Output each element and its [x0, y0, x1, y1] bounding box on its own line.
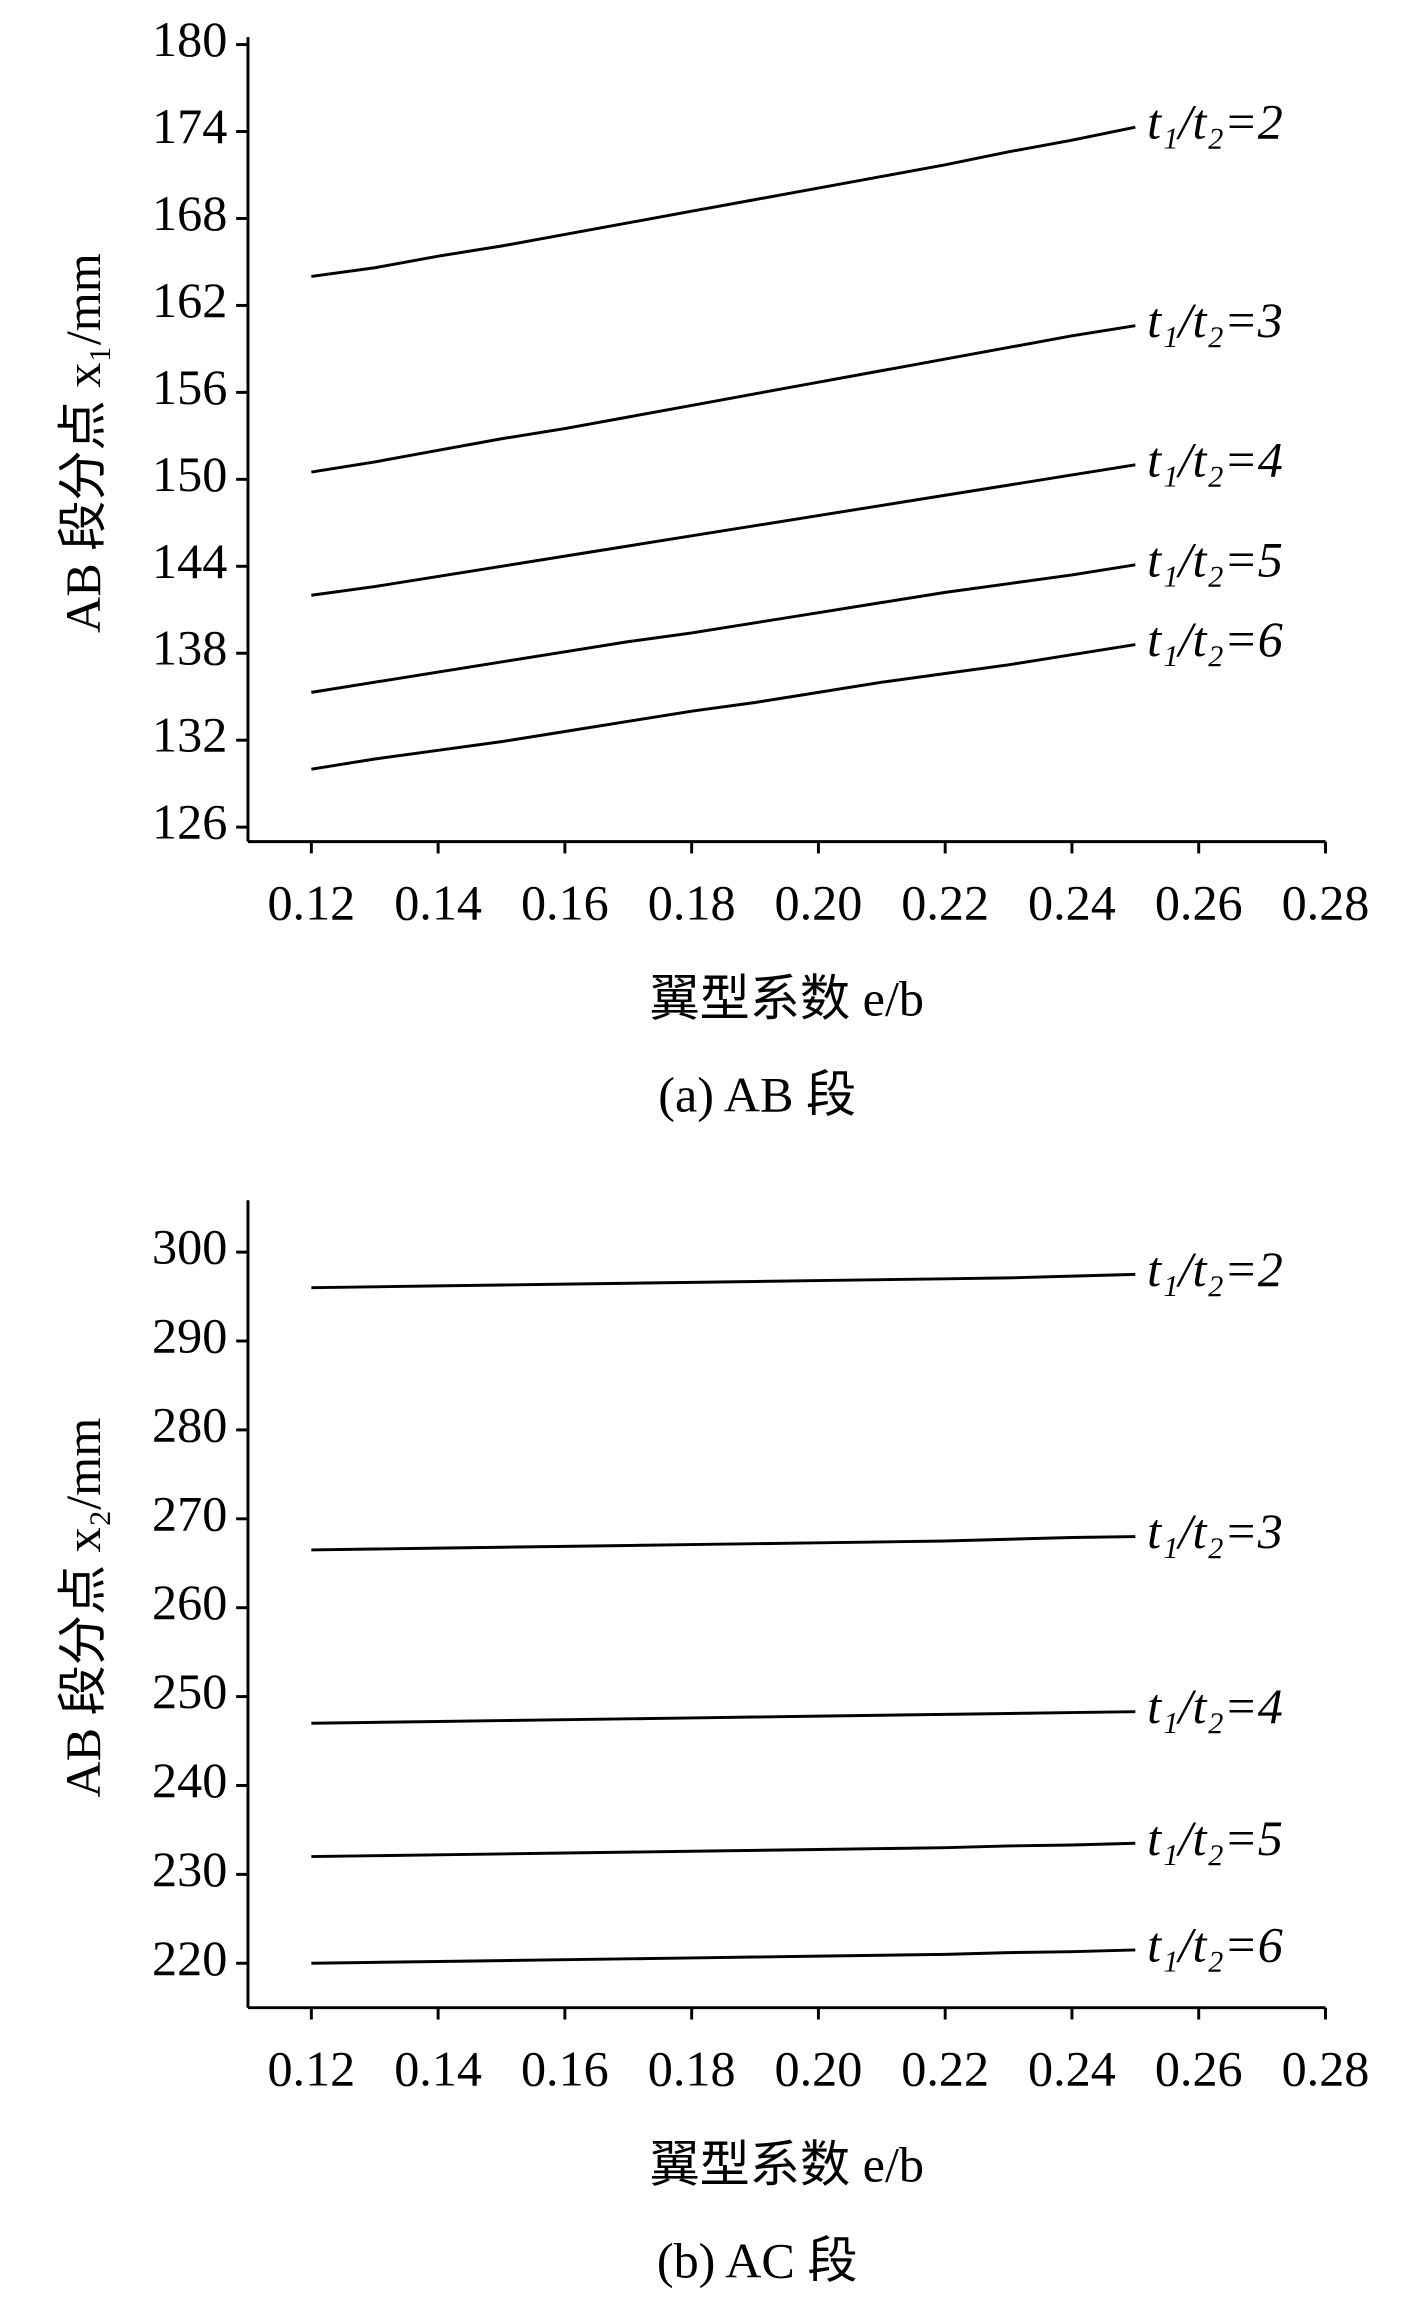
x-tick-label: 0.20: [775, 2041, 863, 2097]
series-label: t₁/t₂=5: [1147, 1810, 1283, 1866]
x-axis-title: 翼型系数 e/b: [649, 971, 924, 1027]
x-tick-label: 0.26: [1155, 875, 1243, 931]
y-tick-label: 174: [152, 98, 227, 154]
y-tick-label: 300: [152, 1219, 227, 1275]
x-tick-label: 0.28: [1282, 2041, 1370, 2097]
x-tick-label: 0.12: [267, 875, 355, 931]
x-tick-label: 0.12: [267, 2041, 355, 2097]
series-label: t₁/t₂=6: [1147, 1916, 1283, 1972]
y-tick-label: 240: [152, 1752, 227, 1808]
y-tick-label: 126: [152, 794, 227, 850]
series-line: [311, 1710, 1136, 1725]
y-tick-label: 220: [152, 1930, 227, 1986]
y-tick-label: 270: [152, 1485, 227, 1541]
y-tick-label: 156: [152, 359, 227, 415]
series-line: [311, 125, 1136, 278]
series-label: t₁/t₂=3: [1147, 292, 1283, 348]
y-tick-label: 290: [152, 1308, 227, 1364]
y-axis-title: AB 段分点 x₂/mm: [55, 1418, 111, 1798]
series-label: t₁/t₂=5: [1147, 531, 1283, 587]
x-tick-label: 0.26: [1155, 2041, 1243, 2097]
y-tick-label: 168: [152, 185, 227, 241]
x-tick-label: 0.16: [521, 2041, 609, 2097]
x-tick-label: 0.14: [394, 2041, 482, 2097]
series-line: [311, 1948, 1136, 1965]
y-tick-label: 162: [152, 272, 227, 328]
series-label: t₁/t₂=2: [1147, 94, 1283, 150]
x-tick-label: 0.22: [901, 875, 989, 931]
x-tick-label: 0.20: [775, 875, 863, 931]
caption: (b) AC 段: [657, 2233, 858, 2289]
x-tick-label: 0.22: [901, 2041, 989, 2097]
series-label: t₁/t₂=6: [1147, 611, 1283, 667]
caption: (a) AB 段: [658, 1066, 856, 1122]
series-label: t₁/t₂=4: [1147, 431, 1283, 487]
y-tick-label: 180: [152, 11, 227, 67]
y-tick-label: 260: [152, 1574, 227, 1630]
series-line: [311, 643, 1136, 771]
y-tick-label: 280: [152, 1396, 227, 1452]
y-axis-title: AB 段分点 x₁/mm: [55, 253, 111, 633]
series-line: [311, 463, 1136, 597]
y-tick-label: 144: [152, 533, 227, 589]
x-axis-title: 翼型系数 e/b: [649, 2137, 924, 2193]
series-label: t₁/t₂=2: [1147, 1241, 1283, 1297]
x-tick-label: 0.24: [1028, 2041, 1116, 2097]
x-tick-label: 0.16: [521, 875, 609, 931]
series-line: [311, 1841, 1136, 1859]
x-tick-label: 0.18: [648, 2041, 736, 2097]
y-tick-label: 138: [152, 620, 227, 676]
series-line: [311, 1272, 1136, 1290]
x-tick-label: 0.28: [1282, 875, 1370, 931]
y-tick-label: 150: [152, 446, 227, 502]
x-tick-label: 0.18: [648, 875, 736, 931]
x-tick-label: 0.14: [394, 875, 482, 931]
series-line: [311, 1535, 1136, 1552]
y-tick-label: 250: [152, 1663, 227, 1719]
series-line: [311, 563, 1136, 694]
series-label: t₁/t₂=4: [1147, 1678, 1283, 1734]
x-tick-label: 0.24: [1028, 875, 1116, 931]
y-tick-label: 132: [152, 707, 227, 763]
y-tick-label: 230: [152, 1841, 227, 1897]
series-line: [311, 324, 1136, 474]
series-label: t₁/t₂=3: [1147, 1503, 1283, 1559]
